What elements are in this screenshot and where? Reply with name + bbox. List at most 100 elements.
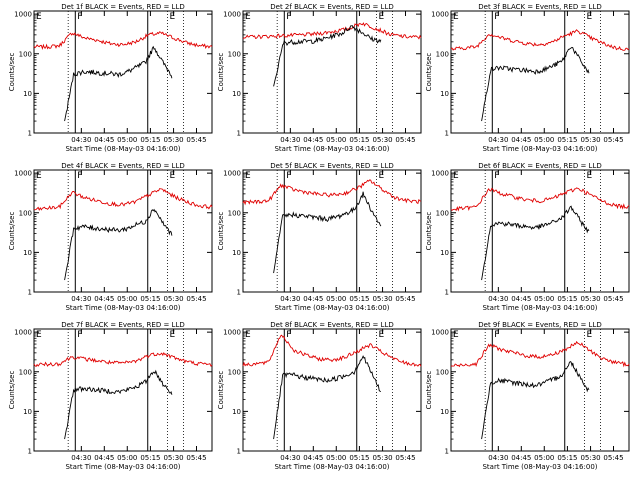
panel-8-xtick-label: 04:30: [280, 454, 300, 462]
panel-1-xtick-label: 05:30: [163, 136, 183, 144]
panel-9-xlabel: Start Time (08-May-03 04:16:00): [482, 463, 597, 471]
panel-3-xlabel: Start Time (08-May-03 04:16:00): [482, 145, 597, 153]
panel-1-frame: [33, 10, 213, 134]
panel-2-xtick-label: 05:15: [349, 136, 369, 144]
panel-7-frame: [33, 328, 213, 452]
panel-1-xtick-label: 04:30: [71, 136, 91, 144]
panel-2-xtick-label: 05:00: [326, 136, 346, 144]
panel-6-black-events-series: [481, 205, 590, 281]
panel-4-ytick-label: 100: [19, 209, 32, 217]
panel-3-xtick-label: 05:15: [557, 136, 577, 144]
panel-1-ylabel: Counts/sec: [8, 53, 16, 92]
panel-4-red-lld-series: [33, 188, 213, 211]
panel-2-ytick-label: 10: [232, 90, 241, 98]
panel-3-marker-label-left: E: [453, 12, 459, 22]
panel-1-xtick-label: 05:15: [140, 136, 160, 144]
panel-3-xtick-label: 05:45: [603, 136, 623, 144]
panel-9-xtick-label: 05:00: [534, 454, 554, 462]
panel-6-title: Det 6f BLACK = Events, RED = LLD: [478, 162, 601, 170]
panel-1-marker-label-f: F: [77, 12, 82, 22]
panel-1-marker-label-e: E: [170, 12, 176, 22]
panel-9-ytick-label: 10: [440, 408, 449, 416]
panel-6-ytick-label: 1000: [431, 170, 449, 178]
panel-2-xtick-label: 05:45: [395, 136, 415, 144]
panel-9-red-lld-series: [450, 340, 630, 368]
panel-9-ytick-label: 100: [436, 368, 449, 376]
panel-9-marker-label-e: E: [587, 330, 593, 340]
panel-6-ylabel: Counts/sec: [425, 212, 433, 251]
panel-3-black-events-series: [481, 46, 590, 122]
panel-8-red-lld-series: [242, 334, 422, 367]
panel-1-red-lld-series: [33, 31, 213, 50]
panel-7-ytick-label: 100: [19, 368, 32, 376]
panel-2-xtick-label: 05:30: [372, 136, 392, 144]
panel-4-title: Det 4f BLACK = Events, RED = LLD: [61, 162, 184, 170]
panel-6-xtick-label: 04:45: [511, 295, 531, 303]
panel-9-frame: [450, 328, 630, 452]
panel-7-marker-label-left: E: [36, 330, 42, 340]
panel-1-marker-label-left: E: [36, 12, 42, 22]
panel-6-xtick-label: 05:30: [580, 295, 600, 303]
panel-8-ytick-label: 100: [228, 368, 241, 376]
panel-3-marker-label-f: F: [494, 12, 499, 22]
panel-5-marker-label-left: E: [245, 171, 251, 181]
panel-6-ytick-label: 10: [440, 249, 449, 257]
panel-5-ytick-label: 1000: [223, 170, 241, 178]
panel-5-xtick-label: 04:30: [280, 295, 300, 303]
panel-5-xtick-label: 05:45: [395, 295, 415, 303]
panel-9-xtick-label: 05:30: [580, 454, 600, 462]
panel-2-ytick-label: 1000: [223, 11, 241, 19]
panel-8-black-events-series: [273, 355, 381, 440]
panel-4-xtick-label: 05:30: [163, 295, 183, 303]
panel-2-xlabel: Start Time (08-May-03 04:16:00): [274, 145, 389, 153]
panel-4-ylabel: Counts/sec: [8, 212, 16, 251]
panel-7-xtick-label: 05:15: [140, 454, 160, 462]
panel-7-ylabel: Counts/sec: [8, 371, 16, 410]
panel-7-ytick-label: 1: [28, 448, 32, 456]
panel-6-red-lld-series: [450, 187, 630, 212]
panel-5-black-events-series: [273, 191, 382, 274]
panel-3-ytick-label: 100: [436, 50, 449, 58]
panel-9-black-events-series: [481, 361, 590, 440]
panel-7-marker-label-f: F: [77, 330, 82, 340]
panel-7-xtick-label: 05:30: [163, 454, 183, 462]
panel-8-xtick-label: 05:45: [395, 454, 415, 462]
panel-4-marker-label-e: E: [170, 171, 176, 181]
panel-8-xtick-label: 04:45: [303, 454, 323, 462]
panel-3-xtick-label: 05:00: [534, 136, 554, 144]
panel-5-marker-label-e: E: [379, 171, 385, 181]
panel-9-xtick-label: 05:15: [557, 454, 577, 462]
panel-2-marker-label-left: E: [245, 12, 251, 22]
panel-4-xtick-label: 04:45: [94, 295, 114, 303]
panel-2-marker-label-e: E: [379, 12, 385, 22]
panel-4-frame: [33, 169, 213, 293]
panel-7-xtick-label: 04:30: [71, 454, 91, 462]
panel-9-ytick-label: 1: [445, 448, 449, 456]
panel-1-ytick-label: 1000: [14, 11, 32, 19]
panel-2-xtick-label: 04:45: [303, 136, 323, 144]
panel-3-ytick-label: 1000: [431, 11, 449, 19]
panel-3-red-lld-series: [450, 29, 630, 51]
panel-7-xtick-label: 04:45: [94, 454, 114, 462]
panel-1-xlabel: Start Time (08-May-03 04:16:00): [65, 145, 180, 153]
panel-7-marker-label-e: E: [170, 330, 176, 340]
panel-9-xtick-label: 04:45: [511, 454, 531, 462]
panel-6-frame: [450, 169, 630, 293]
panel-9-xtick-label: 04:30: [488, 454, 508, 462]
panel-4-xtick-label: 04:30: [71, 295, 91, 303]
panel-7-ytick-label: 1000: [14, 329, 32, 337]
panel-3-marker-label-e: E: [587, 12, 593, 22]
panel-1-title: Det 1f BLACK = Events, RED = LLD: [61, 3, 184, 11]
panel-6-marker-label-f: F: [494, 171, 499, 181]
panel-2-frame: [242, 10, 422, 134]
panel-7-xlabel: Start Time (08-May-03 04:16:00): [65, 463, 180, 471]
panel-1-xtick-label: 05:00: [117, 136, 137, 144]
panel-9-xtick-label: 05:45: [603, 454, 623, 462]
panel-2-ytick-label: 100: [228, 50, 241, 58]
panel-8-marker-label-e: E: [379, 330, 385, 340]
panel-8-title: Det 8f BLACK = Events, RED = LLD: [270, 321, 393, 329]
panel-6-xtick-label: 05:00: [534, 295, 554, 303]
panel-8-ytick-label: 1: [237, 448, 241, 456]
